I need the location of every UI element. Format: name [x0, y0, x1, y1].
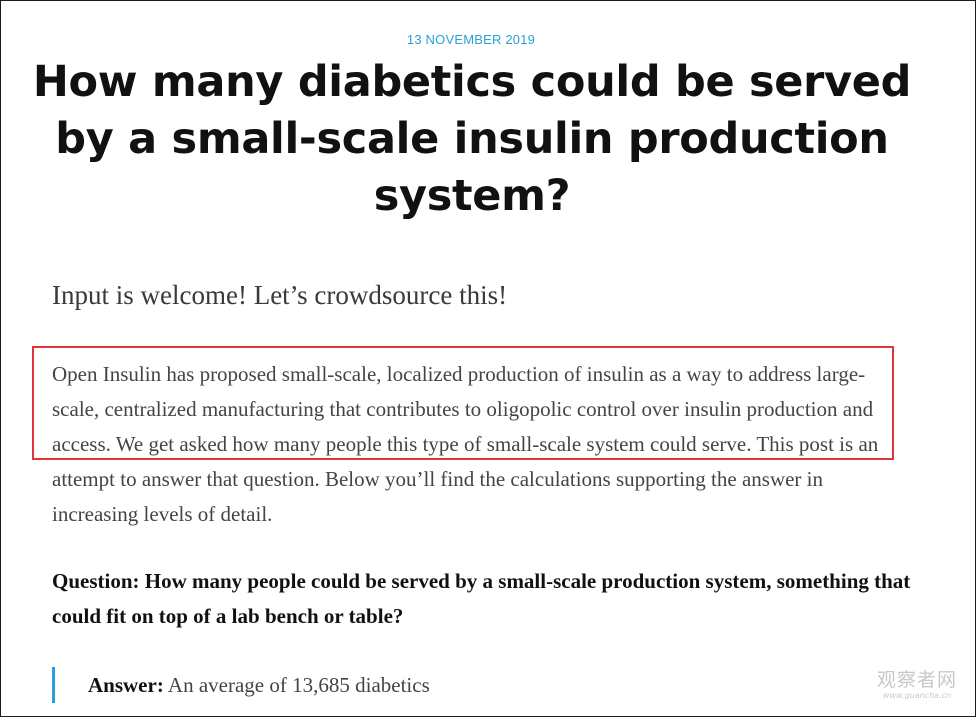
- answer-blockquote: Answer: An average of 13,685 diabetics: [52, 667, 430, 703]
- post-date: 13 NOVEMBER 2019: [406, 32, 536, 47]
- site-watermark: 观察者网 www.guancha.cn: [867, 669, 967, 701]
- answer-label: Answer:: [88, 673, 164, 697]
- body-paragraph: Open Insulin has proposed small-scale, l…: [52, 362, 879, 526]
- answer-text: An average of 13,685 diabetics: [163, 673, 430, 697]
- question-heading: Question: How many people could be serve…: [52, 569, 911, 628]
- post-title: How many diabetics could be served by a …: [32, 57, 912, 221]
- watermark-url: www.guancha.cn: [882, 691, 952, 700]
- watermark-text: 观察者网: [876, 669, 957, 691]
- post-lede: Input is welcome! Let’s crowdsource this…: [52, 280, 508, 310]
